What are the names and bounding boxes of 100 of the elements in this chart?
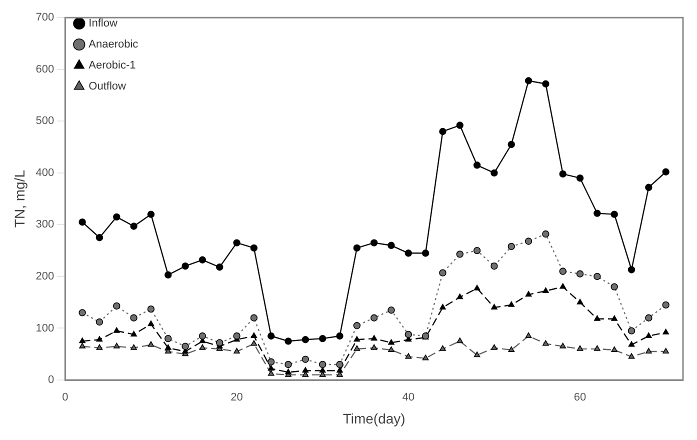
point (473, 246, 481, 254)
point (405, 353, 412, 359)
point (370, 239, 378, 246)
point (628, 341, 635, 347)
point (456, 338, 464, 344)
point (611, 346, 618, 352)
point (147, 305, 155, 313)
legend-label: Inflow (88, 18, 118, 30)
point (610, 210, 618, 218)
point (96, 318, 104, 326)
point (473, 162, 481, 169)
point (594, 345, 600, 351)
x-tick-label: 0 (62, 392, 68, 404)
point (130, 314, 138, 322)
x-tick-label: 40 (402, 392, 415, 404)
point (456, 122, 464, 129)
point (490, 169, 498, 177)
point (353, 322, 361, 330)
point (233, 239, 240, 246)
point (233, 332, 240, 340)
point (302, 367, 309, 373)
point (78, 218, 86, 226)
point (250, 332, 258, 338)
y-tick-label: 300 (36, 218, 54, 231)
point (662, 348, 670, 354)
point (354, 336, 360, 342)
legend-label: Aerobic-1 (88, 60, 136, 72)
y-tick-label: 100 (36, 322, 54, 334)
point (354, 345, 360, 351)
point (576, 270, 584, 278)
point (370, 334, 378, 341)
point (456, 294, 464, 300)
point (662, 168, 670, 176)
x-tick-label: 20 (230, 392, 243, 404)
point (268, 370, 274, 376)
point (646, 348, 652, 354)
point (302, 356, 310, 363)
point (250, 340, 258, 346)
point (594, 272, 601, 280)
point (610, 283, 618, 290)
point (148, 320, 154, 326)
point (113, 342, 120, 348)
point (302, 336, 310, 344)
point (662, 301, 670, 309)
point (542, 340, 549, 346)
point (318, 334, 326, 342)
point (439, 269, 446, 276)
point (490, 262, 498, 270)
x-tick-label: 60 (574, 392, 586, 404)
point (96, 234, 104, 242)
point (439, 128, 446, 136)
point (456, 250, 464, 258)
point (508, 301, 515, 307)
point (422, 250, 430, 257)
point (508, 242, 515, 250)
point (542, 80, 550, 88)
point (404, 330, 412, 338)
point (508, 346, 515, 352)
point (491, 304, 498, 310)
point (525, 332, 532, 338)
y-tick-label: 600 (36, 63, 54, 76)
y-tick-label: 0 (48, 374, 54, 386)
point (662, 328, 670, 334)
point (559, 170, 566, 178)
point (234, 348, 240, 354)
point (284, 360, 292, 368)
point (113, 302, 120, 310)
point (113, 327, 120, 333)
point (336, 367, 343, 373)
point (645, 314, 652, 322)
point (147, 210, 155, 218)
point (645, 184, 652, 192)
point (198, 332, 206, 340)
point (164, 271, 172, 279)
point (216, 339, 224, 346)
point (353, 244, 361, 252)
point (164, 334, 172, 342)
point (576, 174, 584, 182)
point (524, 77, 532, 84)
point (628, 266, 636, 274)
point (628, 327, 636, 334)
point (182, 342, 189, 350)
point (560, 283, 566, 289)
point (79, 338, 86, 344)
y-tick-label: 200 (36, 270, 54, 282)
point (318, 360, 326, 368)
point (336, 332, 344, 340)
point (440, 304, 446, 310)
y-tick-label: 700 (36, 12, 54, 24)
point (388, 339, 394, 345)
point (542, 287, 549, 293)
point (164, 344, 172, 350)
point (96, 344, 103, 350)
y-axis-title: TN, mg/L (11, 170, 28, 228)
point (250, 244, 258, 252)
point (594, 210, 601, 217)
point (576, 298, 584, 304)
point (594, 315, 600, 321)
point (285, 368, 292, 374)
y-tick-label: 400 (36, 166, 54, 179)
